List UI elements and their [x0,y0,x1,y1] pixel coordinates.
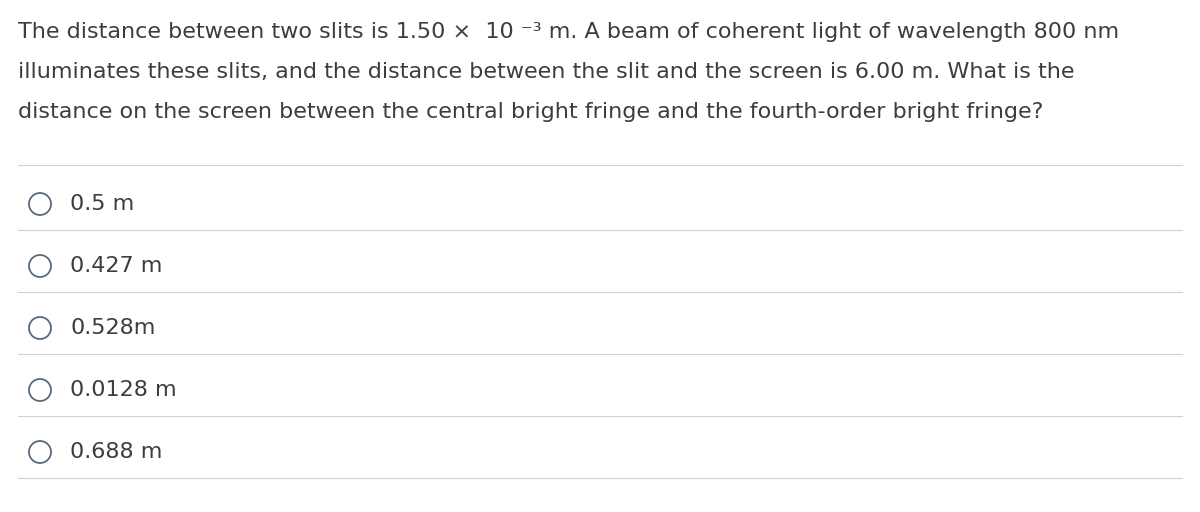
Text: 0.427 m: 0.427 m [70,256,162,276]
Text: 0.688 m: 0.688 m [70,442,162,462]
Text: 0.0128 m: 0.0128 m [70,380,176,400]
Text: 0.5 m: 0.5 m [70,194,134,214]
Text: illuminates these slits, and the distance between the slit and the screen is 6.0: illuminates these slits, and the distanc… [18,62,1074,82]
Text: The distance between two slits is 1.50 ×  10 ⁻³ m. A beam of coherent light of w: The distance between two slits is 1.50 ×… [18,22,1120,42]
Text: 0.528m: 0.528m [70,318,155,338]
Text: distance on the screen between the central bright fringe and the fourth-order br: distance on the screen between the centr… [18,102,1043,122]
